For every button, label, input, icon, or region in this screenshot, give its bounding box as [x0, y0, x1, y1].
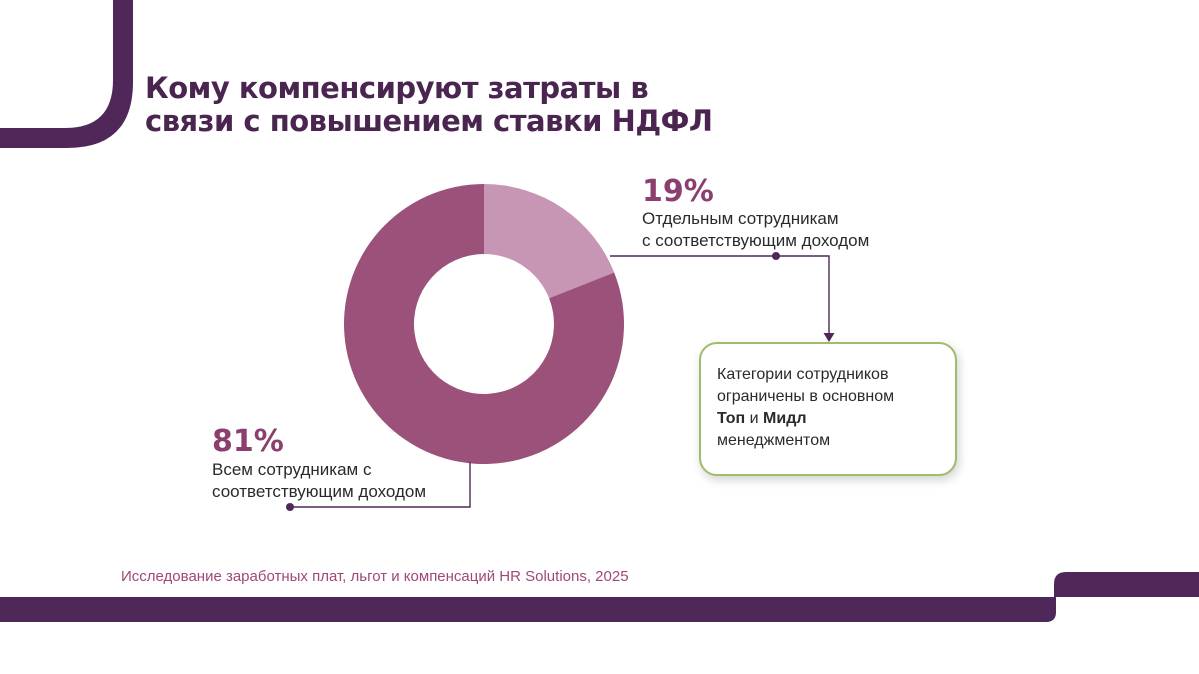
- title-line-1: Кому компенсируют затраты в: [145, 71, 649, 105]
- source-footnote: Исследование заработных плат, льгот и ко…: [121, 568, 629, 585]
- annotation-and: и: [745, 410, 764, 427]
- annotation-callout: Категории сотрудников ограничены в основ…: [699, 342, 957, 476]
- leader-line-19-arrowhead: [823, 333, 835, 342]
- bottom-band: [0, 597, 1056, 622]
- annotation-line-1: Категории сотрудников: [717, 366, 889, 383]
- leader-line-19-dot: [772, 252, 780, 260]
- annotation-bold-mid: Мидл: [763, 410, 807, 427]
- leader-line-81-path: [290, 462, 471, 508]
- annotation-line-4: менеджментом: [717, 432, 831, 449]
- bottom-right-tab: [1054, 572, 1199, 597]
- slice-label-19-value: 19%: [642, 174, 714, 209]
- annotation-line-3: Топ и Мидл: [717, 408, 941, 430]
- slice-label-19-text: Отдельным сотрудникам с соответствующим …: [642, 208, 869, 252]
- annotation-line-2: ограничены в основном: [717, 388, 895, 405]
- slice-label-81-value: 81%: [212, 424, 284, 459]
- page-title: Кому компенсируют затраты в связи с повы…: [145, 72, 713, 138]
- donut-slice-19: [484, 184, 615, 299]
- donut-slice-81: [344, 184, 624, 464]
- slice-label-81-text: Всем сотрудникам с соответствующим доход…: [212, 459, 426, 503]
- leader-line-19: [610, 252, 835, 342]
- title-line-2: связи с повышением ставки НДФЛ: [145, 104, 713, 138]
- donut-slices: [344, 184, 624, 464]
- slice-label-81-line-2: соответствующим доходом: [212, 482, 427, 501]
- leader-line-81-dot: [286, 503, 294, 511]
- slice-label-19-line-2: с соответствующим доходом: [642, 231, 870, 250]
- slice-label-19-line-1: Отдельным сотрудникам: [642, 209, 839, 228]
- slice-label-81-line-1: Всем сотрудникам с: [212, 460, 372, 479]
- annotation-bold-top: Топ: [717, 410, 746, 427]
- top-left-corner-bar: [0, 0, 133, 148]
- leader-line-81: [286, 462, 471, 511]
- leader-line-19-path: [610, 255, 830, 335]
